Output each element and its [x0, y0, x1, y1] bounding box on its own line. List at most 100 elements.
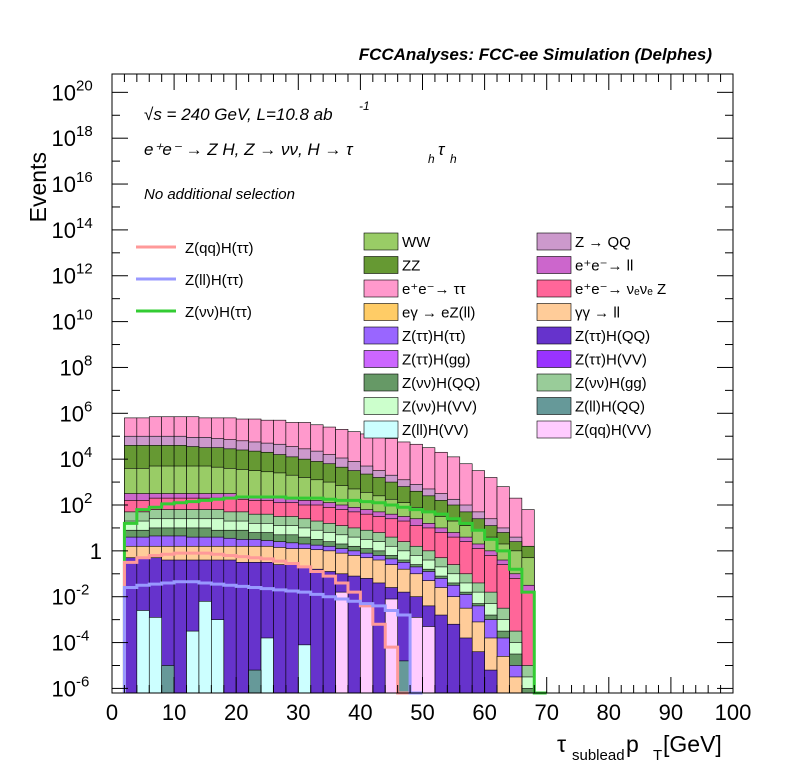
y-tick-exponent: 4 — [84, 444, 92, 461]
sparse-series-0 — [136, 600, 312, 694]
legend-fill-label: Z(ττ)H(gg) — [402, 352, 471, 369]
y-tick-exponent: -6 — [76, 673, 89, 690]
y-tick-label: 10 — [60, 401, 84, 426]
legend-fill-label: Z(ll)H(QQ) — [575, 399, 645, 416]
x-tick-label: 100 — [715, 700, 752, 725]
legend-fill-swatch — [363, 303, 399, 321]
stack-bar — [223, 559, 237, 694]
x-axis-label-sub: sublead — [572, 747, 625, 764]
process-annotation-tau2: τ — [438, 140, 446, 159]
legend-fill-label: Z(νν)H(VV) — [402, 399, 477, 416]
legend-fill-swatch — [536, 303, 572, 321]
legend-fill-label: Z(νν)H(QQ) — [402, 375, 480, 392]
x-axis-label-unit: [GeV] — [663, 731, 722, 757]
y-tick-label: 10 — [60, 447, 84, 472]
y-tick-label: 1 — [90, 539, 102, 564]
legend-fill-swatch — [536, 232, 572, 251]
annotations: √s = 240 GeV, L=10.8 ab -1 e⁺e⁻ → Z H, Z… — [144, 99, 457, 203]
stack-bar — [273, 564, 287, 694]
y-tick-exponent: 14 — [76, 215, 93, 232]
y-tick-label: 10 — [52, 631, 76, 656]
legend-fill-label: e⁺e⁻→ ll — [575, 258, 633, 275]
sparse-bar — [148, 617, 162, 694]
y-tick-exponent: 12 — [76, 261, 93, 278]
legend-fill-swatch — [363, 373, 399, 392]
legend-fill-swatch — [363, 232, 399, 251]
legend-fill-entry: Z(ττ)H(gg) — [363, 350, 471, 369]
legend-fill-label: ZZ — [402, 258, 420, 275]
sparse-bar — [248, 669, 262, 694]
legend-line-label: Z(qq)H(ττ) — [185, 240, 254, 257]
sparse-bar — [397, 660, 411, 694]
legend-fill-entry: eγ → eZ(ll) — [363, 303, 475, 322]
sparse-bar — [186, 630, 200, 694]
legend-line-entry: Z(ll)H(ττ) — [136, 272, 244, 289]
y-tick-exponent: -4 — [76, 628, 89, 645]
y-tick-exponent: 8 — [84, 352, 92, 369]
sparse-series-1 — [335, 591, 436, 694]
x-tick-label: 60 — [472, 700, 496, 725]
legend-fill-swatch — [363, 350, 399, 368]
x-tick-label: 30 — [286, 700, 310, 725]
legend-fill-label: Z(qq)H(VV) — [575, 422, 652, 439]
sparse-bar — [211, 619, 225, 694]
stack-bar — [471, 651, 485, 694]
stack-bar — [124, 557, 138, 694]
legend-fill-entry: Z(ττ)H(ττ) — [363, 326, 466, 345]
process-annotation-sub1: h — [428, 152, 435, 166]
process-annotation-sub2: h — [450, 152, 457, 166]
legend-fill-entry: Z(ττ)H(VV) — [536, 350, 647, 369]
stack-bar — [447, 623, 461, 694]
x-tick-label: 20 — [224, 700, 248, 725]
legend-fill-entry: Z(ττ)H(QQ) — [536, 326, 650, 345]
legend-fill-entry: Z(ll)H(VV) — [363, 420, 469, 439]
x-axis-label: τ sublead p T [GeV] — [557, 731, 722, 764]
y-tick-exponent: 10 — [76, 307, 93, 324]
legend-fill-swatch — [536, 397, 572, 415]
x-tick-label: 70 — [534, 700, 558, 725]
x-axis-label-pt-sub: T — [653, 747, 662, 764]
legend-line-entry: Z(νν)H(ττ) — [136, 304, 252, 321]
legend-fill-label: e⁺e⁻→ ττ — [402, 281, 466, 298]
legend-fill-entry: Z(νν)H(VV) — [363, 397, 477, 416]
y-tick-exponent: -2 — [76, 582, 89, 599]
sparse-bar — [409, 617, 423, 694]
y-tick-exponent: 16 — [76, 169, 93, 186]
sparse-bar — [297, 644, 312, 694]
legend-fill-label: Z(ll)H(VV) — [402, 422, 469, 439]
legend-fill-swatch — [536, 326, 572, 345]
legend-fill-swatch — [536, 256, 572, 274]
sparse-bar — [161, 665, 175, 694]
legend-line-entry: Z(qq)H(ττ) — [136, 240, 254, 257]
legend-fill-label: γγ → ll — [575, 305, 620, 322]
selection-annotation: No additional selection — [144, 186, 295, 203]
legend-fill-swatch — [363, 420, 399, 439]
stack-bar — [459, 637, 473, 694]
y-tick-label: 10 — [52, 310, 76, 335]
stack-bar — [509, 676, 523, 694]
stack-bar — [484, 669, 498, 694]
signal-line-2 — [122, 580, 423, 695]
y-tick-label: 10 — [52, 218, 76, 243]
legend-fill-swatch — [363, 397, 399, 415]
stack-bar — [434, 614, 448, 694]
legend-fill-label: Z(ττ)H(ττ) — [402, 328, 466, 345]
legend-fill-entry: Z → QQ — [536, 232, 631, 251]
legend-fill-entry: e⁺e⁻→ ττ — [363, 279, 466, 298]
stack-bar — [496, 656, 510, 694]
y-tick-label: 10 — [52, 585, 76, 610]
y-tick-label: 10 — [52, 264, 76, 289]
sparse-bar — [335, 591, 349, 694]
x-tick-label: 80 — [597, 700, 621, 725]
y-tick-exponent: 6 — [84, 398, 92, 415]
legend-fill-entry: Z(qq)H(VV) — [536, 420, 652, 439]
legend-fill-label: Z(ττ)H(QQ) — [575, 328, 650, 345]
legend-fill-entry: e⁺e⁻→ νₑνₑ Z — [536, 279, 666, 298]
y-tick-exponent: 18 — [76, 123, 93, 140]
legend-line-label: Z(νν)H(ττ) — [185, 304, 252, 321]
legend-fill-entry: ZZ — [363, 256, 420, 275]
legend-fill-label: Z → QQ — [575, 234, 631, 251]
legend-fill-label: Z(ττ)H(VV) — [575, 352, 647, 369]
